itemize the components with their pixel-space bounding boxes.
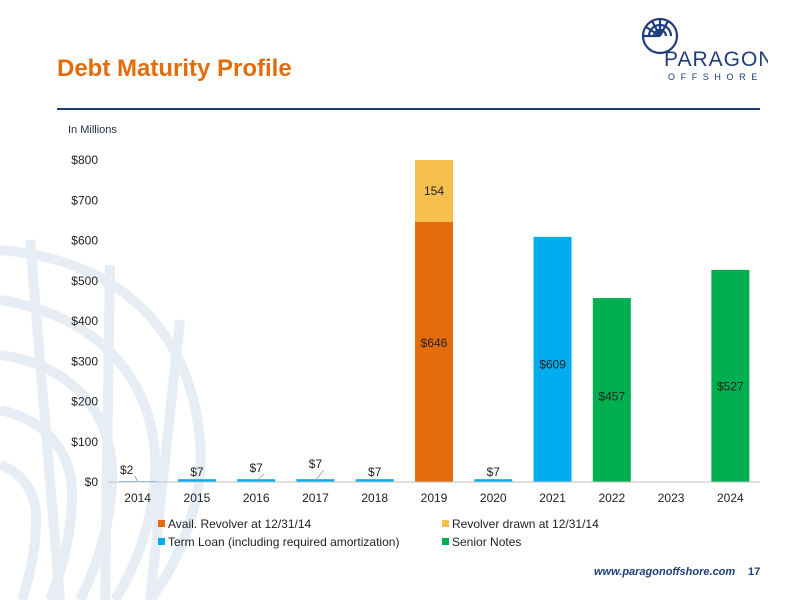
bar-2019-series-1 xyxy=(415,160,453,222)
legend-label: Term Loan (including required amortizati… xyxy=(168,535,400,549)
x-tick-label: 2014 xyxy=(124,491,151,505)
data-label-2016: $7 xyxy=(250,461,264,475)
bar-2021-series-2 xyxy=(533,236,572,482)
legend-swatch xyxy=(158,520,165,528)
data-label-2014: $2 xyxy=(120,463,134,477)
legend-swatch xyxy=(158,538,165,546)
x-tick-label: 2022 xyxy=(598,491,625,505)
leader-line-2014 xyxy=(134,475,138,482)
legend-item: Avail. Revolver at 12/31/14 xyxy=(158,517,311,531)
slide-title: Debt Maturity Profile xyxy=(57,55,292,82)
x-tick-label: 2020 xyxy=(480,491,507,505)
x-axis: 2014 2015 2016 2017 2018 2019 2020 2021 2022 2023… xyxy=(108,481,760,505)
data-labels: $2 $7 $7 $7 $7 $646 154 $7 $609 $457 $527 xyxy=(120,184,744,482)
bar-2019-series-0 xyxy=(415,221,453,483)
y-tick-label: $700 xyxy=(71,193,98,207)
legend-swatch xyxy=(442,520,449,528)
data-label-2021: $609 xyxy=(539,357,566,371)
legend-label: Revolver drawn at 12/31/14 xyxy=(452,517,599,531)
x-tick-label: 2016 xyxy=(243,491,270,505)
legend-item: Senior Notes xyxy=(442,535,521,549)
data-label-2022: $457 xyxy=(598,390,625,404)
footer-url[interactable]: www.paragonoffshore.com xyxy=(594,566,736,578)
bar-2020-series-2 xyxy=(474,479,513,482)
y-tick-label: $200 xyxy=(71,395,98,409)
y-tick-label: $0 xyxy=(85,475,99,489)
legend-label: Senior Notes xyxy=(452,535,522,549)
leader-line-2017 xyxy=(315,469,324,482)
x-tick-label: 2021 xyxy=(539,491,566,505)
data-label-2017: $7 xyxy=(309,457,323,471)
y-axis: $0 $100 $200 $300 $400 $500 $600 $700 $800 xyxy=(71,153,98,489)
paragon-logo: PARAGON OFFSHORE xyxy=(641,17,768,82)
data-label-2020: $7 xyxy=(487,465,501,479)
logo-wordmark: PARAGON xyxy=(664,48,768,71)
x-tick-label: 2023 xyxy=(658,491,685,505)
x-tick-label: 2019 xyxy=(421,491,448,505)
page-number: 17 xyxy=(748,566,761,578)
legend-item: Revolver drawn at 12/31/14 xyxy=(442,517,599,531)
x-tick-label: 2024 xyxy=(717,491,744,505)
y-tick-label: $100 xyxy=(71,435,98,449)
legend-item: Term Loan (including required amortizati… xyxy=(158,535,399,549)
leader-line-2016 xyxy=(255,473,265,482)
x-tick-label: 2017 xyxy=(302,491,329,505)
y-tick-label: $600 xyxy=(71,234,98,248)
data-label-2024: $527 xyxy=(717,380,744,394)
x-tick-label: 2018 xyxy=(361,491,388,505)
data-label-2018: $7 xyxy=(368,465,382,479)
legend-swatch xyxy=(442,538,449,546)
y-tick-label: $800 xyxy=(71,153,98,167)
nautilus-shell-icon xyxy=(641,17,679,55)
bar-2015-series-2 xyxy=(177,479,216,482)
y-tick-label: $300 xyxy=(71,354,98,368)
data-label-2015: $7 xyxy=(190,465,204,479)
bars xyxy=(118,160,750,483)
bar-2018-series-2 xyxy=(355,479,394,482)
data-label-2019: $646 xyxy=(421,336,448,350)
title-divider xyxy=(57,108,760,110)
legend-label: Avail. Revolver at 12/31/14 xyxy=(168,517,312,531)
units-note: In Millions xyxy=(68,124,117,136)
logo-subtitle: OFFSHORE xyxy=(668,72,763,82)
x-tick-label: 2015 xyxy=(184,491,211,505)
y-tick-label: $500 xyxy=(71,274,98,288)
y-tick-label: $400 xyxy=(71,314,98,328)
bar-2024-series-3 xyxy=(711,269,750,482)
bar-2022-series-3 xyxy=(592,298,631,482)
data-label-2019: 154 xyxy=(424,184,444,198)
